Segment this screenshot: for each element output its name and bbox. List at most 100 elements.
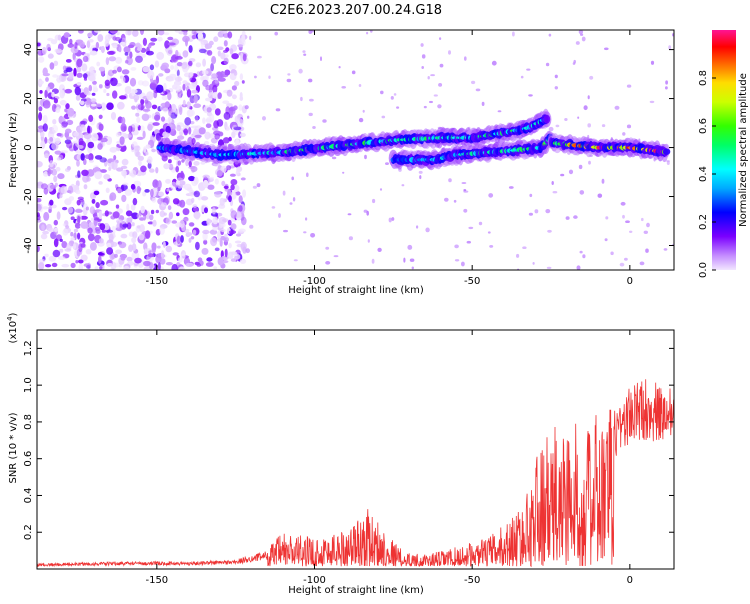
spectrogram-noise-cell (338, 66, 341, 69)
spectrogram-noise-cell (223, 236, 230, 243)
spectrogram-noise-cell (163, 212, 167, 216)
snr-series-line (37, 379, 674, 568)
spectrogram-noise-cell (333, 255, 339, 258)
figure-title: C2E6.2023.207.00.24.G18 (270, 3, 442, 18)
spectrogram-noise-cell (201, 70, 209, 75)
spectrogram-noise-cell (649, 100, 655, 104)
spectrogram-noise-cell (63, 32, 70, 38)
spectrogram-noise-cell (162, 107, 169, 113)
spectrogram-noise-cell (226, 103, 233, 107)
spectrogram-noise-cell (341, 86, 347, 89)
spectrogram-noise-cell (37, 245, 40, 253)
spectrogram-noise-cell (183, 218, 189, 222)
spectrogram-noise-cell (53, 175, 58, 183)
spectrogram-noise-cell (86, 169, 95, 177)
spectrogram-noise-cell (151, 197, 157, 203)
spectrogram-noise-cell (97, 34, 104, 42)
spectrogram-noise-cell (51, 142, 59, 151)
spectrogram-noise-cell (645, 248, 649, 253)
spectrogram-noise-cell (325, 246, 330, 250)
spectrogram-noise-cell (119, 41, 126, 46)
spectrogram-noise-cell (170, 65, 175, 70)
spectrogram-noise-cell (86, 91, 91, 96)
spectrogram-noise-cell (61, 121, 68, 127)
spectrogram-noise-cell (147, 70, 155, 79)
spectrogram-noise-cell (135, 55, 143, 63)
spectrogram-cells (37, 30, 674, 270)
spectrogram-noise-cell (545, 209, 551, 214)
spectrogram-noise-cell (37, 214, 41, 221)
spectrogram-noise-cell (62, 206, 68, 211)
spectrogram-noise-cell (142, 66, 150, 73)
spectrogram-noise-cell (93, 212, 98, 217)
spectrogram-noise-cell (204, 131, 211, 140)
spectrogram-noise-cell (149, 81, 158, 90)
spectrogram-noise-cell (77, 144, 84, 149)
snr-y-tick-label: 0.8 (23, 414, 34, 430)
spectrogram-noise-cell (310, 30, 315, 33)
spectrogram-noise-cell (190, 236, 195, 240)
spectrogram-noise-cell (43, 104, 51, 109)
spectrogram-noise-cell (210, 62, 215, 72)
spectrogram-noise-cell (90, 98, 97, 103)
spectrogram-noise-cell (625, 220, 630, 223)
spectrogram-noise-cell (131, 88, 136, 97)
spectrogram-noise-cell (177, 184, 183, 189)
spectrogram-noise-cell (127, 44, 135, 49)
spectrogram-noise-cell (49, 62, 55, 70)
spectrogram-noise-cell (167, 78, 175, 82)
spectrogram-noise-cell (234, 80, 240, 87)
spectrogram-noise-cell (224, 69, 231, 76)
spectrogram-noise-cell (172, 104, 176, 113)
spectrogram-noise-cell (109, 146, 118, 153)
spectrogram-noise-cell (287, 73, 291, 76)
spectrogram-noise-cell (235, 233, 242, 237)
spectrogram-noise-cell (416, 225, 419, 229)
spectrogram-noise-cell (222, 218, 229, 223)
spectrogram-noise-cell (132, 231, 138, 239)
spectrogram-noise-cell (118, 46, 122, 53)
spectrogram-noise-cell (310, 233, 316, 238)
spectrogram-noise-cell (132, 197, 138, 206)
spectrogram-noise-cell (393, 93, 397, 96)
spectrogram-noise-cell (407, 244, 413, 250)
spectrogram-noise-cell (192, 207, 199, 212)
spectrogram-noise-cell (93, 30, 102, 33)
spectrogram-noise-cell (67, 107, 75, 117)
spectrogram-noise-cell (37, 198, 42, 203)
spectrogram-noise-cell (529, 193, 533, 198)
spectrogram-noise-cell (65, 128, 72, 134)
spectrogram-noise-cell (116, 31, 120, 36)
spectrogram-noise-cell (437, 104, 442, 109)
spectrogram-noise-cell (78, 259, 84, 264)
spectrogram-noise-cell (105, 57, 110, 66)
snr-y-tick-label: 0.4 (23, 488, 34, 504)
spectrogram-noise-cell (175, 85, 182, 92)
colorbar-gradient (712, 30, 736, 270)
spectrogram-noise-cell (150, 188, 154, 198)
spectrogram-noise-cell (211, 73, 218, 79)
snr-panel: -150 -100 -50 0 0.2 0.4 0.6 0.8 1.0 1.2 Height o… (6, 312, 675, 596)
spectrogram-noise-cell (666, 161, 670, 165)
spectrogram-noise-cell (41, 206, 49, 210)
spectrogram-noise-cell (106, 242, 112, 248)
spectrogram-noise-cell (370, 30, 373, 33)
spectrogram-noise-cell (351, 70, 356, 75)
spectrogram-noise-cell (105, 187, 110, 193)
spectrogram-noise-cell (174, 30, 180, 33)
spectrogram-noise-cell (240, 241, 247, 250)
spectrogram-noise-cell (227, 31, 233, 39)
spectrogram-noise-cell (239, 92, 243, 99)
spectrogram-noise-cell (62, 65, 67, 71)
spectrogram-noise-cell (175, 49, 179, 57)
spectrogram-noise-cell (124, 52, 129, 56)
spectrogram-noise-cell (188, 237, 192, 243)
spectrogram-noise-cell (42, 123, 48, 132)
spectrogram-noise-cell (241, 30, 246, 36)
spectrogram-noise-cell (106, 102, 114, 110)
spectrogram-noise-cell (121, 69, 130, 75)
snr-y-tick-label: 1.0 (23, 377, 34, 393)
spectrogram-noise-cell (94, 155, 103, 160)
spectrogram-noise-cell (257, 55, 262, 59)
spectrogram-noise-cell (380, 90, 384, 95)
